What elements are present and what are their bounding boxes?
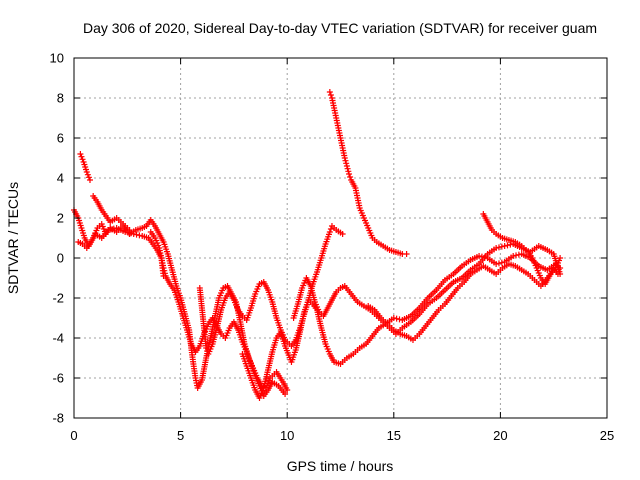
y-tick-label: -8 <box>52 411 64 426</box>
data-point <box>284 387 291 393</box>
data-point <box>498 259 505 266</box>
y-tick-label: 10 <box>50 51 64 66</box>
y-tick-label: -6 <box>52 371 64 386</box>
data-point <box>493 261 500 267</box>
axis-ticks: 0 5 10 15 20 25 -8 -6 -4 -2 0 2 4 6 8 10 <box>50 51 615 444</box>
series-track-k <box>147 229 167 279</box>
data-point <box>403 251 410 257</box>
plot-frame <box>73 57 608 419</box>
data-point <box>495 260 502 267</box>
chart-title: Day 306 of 2020, Sidereal Day-to-day VTE… <box>83 20 597 36</box>
data-point <box>498 243 505 250</box>
data-point <box>342 157 349 164</box>
data-point <box>326 89 333 95</box>
data-point <box>79 156 86 163</box>
data-point <box>136 232 143 239</box>
y-tick-label: -4 <box>52 331 64 346</box>
data-point <box>343 163 350 169</box>
series-track-h <box>326 89 410 257</box>
series-track-c <box>77 151 93 183</box>
data-point <box>122 229 129 235</box>
data-points <box>71 89 564 401</box>
data-point <box>557 255 564 261</box>
data-point <box>346 171 353 177</box>
y-axis-label: SDTVAR / TECUs <box>5 182 21 294</box>
data-point <box>393 315 400 322</box>
x-tick-label: 20 <box>493 428 507 443</box>
data-point <box>554 271 561 277</box>
y-tick-label: 8 <box>57 91 64 106</box>
y-tick-label: 0 <box>57 251 64 266</box>
series-track-i <box>365 255 564 343</box>
data-point <box>390 315 397 321</box>
data-point <box>282 391 289 397</box>
data-point <box>78 153 85 160</box>
data-point <box>345 168 352 175</box>
data-point <box>327 226 334 232</box>
x-tick-label: 25 <box>600 428 614 443</box>
x-tick-label: 0 <box>70 428 77 443</box>
series-track-d <box>90 193 133 233</box>
data-point <box>127 230 134 237</box>
data-point <box>343 160 350 167</box>
data-point <box>85 174 92 181</box>
series-track-j <box>480 211 561 287</box>
data-point <box>513 252 520 259</box>
data-point <box>504 242 511 249</box>
data-point <box>347 174 354 180</box>
data-point <box>203 345 210 351</box>
y-tick-label: -2 <box>52 291 64 306</box>
x-tick-label: 15 <box>387 428 401 443</box>
data-point <box>493 245 500 251</box>
x-axis-label: GPS time / hours <box>287 458 394 474</box>
series-track-f <box>239 251 564 401</box>
data-point <box>105 227 112 233</box>
data-point <box>77 151 84 157</box>
data-point <box>326 229 333 235</box>
data-point <box>495 244 502 251</box>
data-point <box>476 253 483 259</box>
data-point <box>501 243 508 249</box>
data-point <box>133 231 140 238</box>
data-point <box>510 253 517 259</box>
y-tick-label: 2 <box>57 211 64 226</box>
data-point <box>160 273 167 279</box>
data-point <box>344 165 351 172</box>
data-point <box>341 155 348 161</box>
data-point <box>86 177 93 183</box>
data-point <box>126 227 133 233</box>
data-point <box>83 169 90 175</box>
data-point <box>107 226 114 233</box>
data-point <box>327 92 334 98</box>
x-tick-label: 5 <box>177 428 184 443</box>
x-tick-label: 10 <box>280 428 294 443</box>
data-point <box>84 171 91 178</box>
series-track-b <box>75 225 289 399</box>
data-point <box>339 231 346 237</box>
y-tick-label: 4 <box>57 171 64 186</box>
y-tick-label: 6 <box>57 131 64 146</box>
data-point <box>130 231 137 237</box>
